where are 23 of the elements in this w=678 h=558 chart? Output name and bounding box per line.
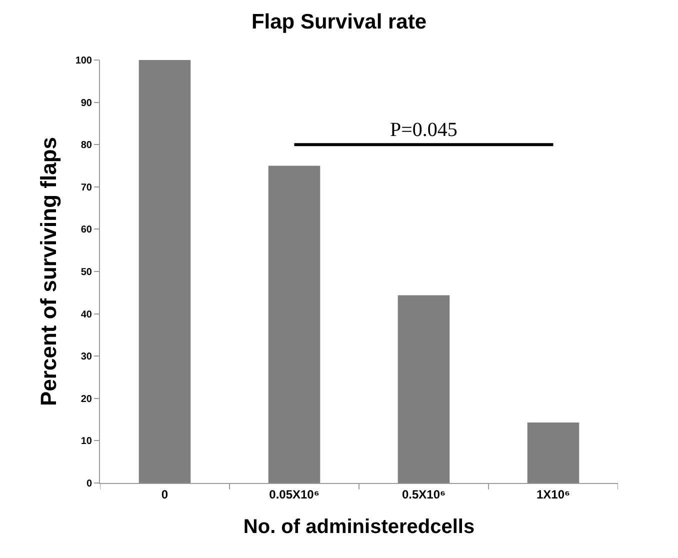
chart-title: Flap Survival rate (251, 10, 427, 34)
annotation: P=0.045 (390, 119, 458, 141)
x-tick-label: 0 (161, 487, 168, 502)
y-tick-label: 40 (80, 309, 92, 320)
x-axis-title: No. of administeredcells (243, 516, 475, 538)
y-tick-label: 100 (75, 56, 92, 66)
bar (527, 422, 580, 483)
y-tick-label: 70 (80, 182, 92, 194)
bar (268, 166, 320, 483)
y-tick-label: 10 (80, 436, 92, 448)
y-axis-title: Percent of surviving flaps (36, 137, 62, 406)
y-tick-label: 90 (80, 98, 92, 109)
bar (138, 60, 191, 483)
y-tick-label: 30 (80, 352, 92, 363)
x-tick-label: 0.5X10⁶ (402, 487, 446, 502)
x-tick-label: 0.05X10⁶ (269, 487, 320, 502)
bar (398, 295, 450, 483)
y-tick-label: 50 (80, 267, 92, 278)
y-tick-label: 20 (80, 394, 92, 405)
x-tick-label: 1X10⁶ (536, 487, 570, 502)
y-tick-label: 80 (80, 140, 92, 152)
y-tick-label: 60 (80, 224, 92, 236)
y-tick-label: 0 (86, 478, 92, 490)
